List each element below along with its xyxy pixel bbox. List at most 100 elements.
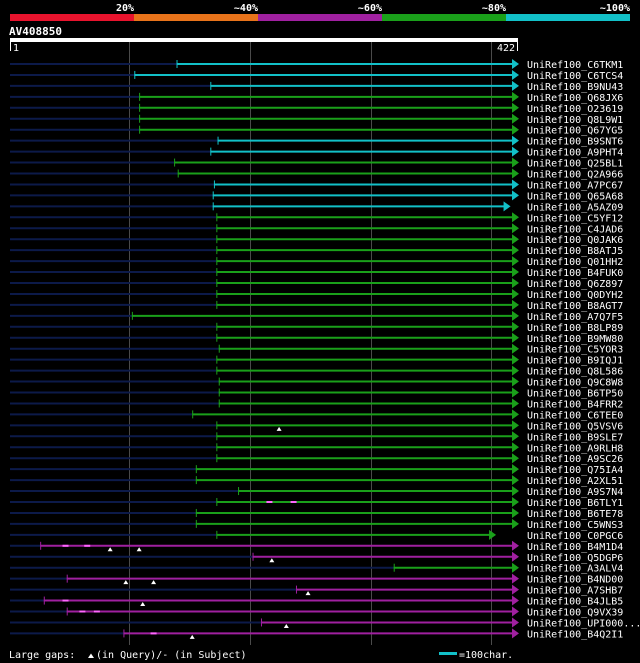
hit-row: UniRef100_A9SC26 [10, 453, 623, 465]
identity-scale-segment [10, 14, 134, 21]
hit-label: UniRef100_C5YF12 [527, 213, 623, 224]
identity-scale-tick-label: 20% [116, 3, 134, 14]
hit-label: UniRef100_B4M1D4 [527, 542, 623, 553]
hit-row: UniRef100_Q5VSV6 [10, 420, 623, 432]
hit-row: UniRef100_B8ATJ5 [10, 245, 623, 257]
hit-end-arrow [512, 102, 519, 113]
hit-row: UniRef100_C5WNS3 [10, 518, 623, 531]
hit-end-arrow [512, 540, 519, 551]
hit-end-arrow [512, 179, 519, 190]
hit-row: UniRef100_Q9VX39 [10, 606, 623, 619]
hit-end-arrow [512, 562, 519, 573]
hit-label: UniRef100_A7Q7F5 [527, 312, 623, 323]
hit-end-arrow [512, 91, 519, 102]
hit-row: UniRef100_B4Q2I1 [10, 628, 623, 640]
hit-row: UniRef100_Q2A966 [10, 168, 623, 181]
hit-label: UniRef100_C0PGC6 [527, 531, 623, 542]
hit-subject-gap-marker [266, 501, 273, 503]
hit-label: UniRef100_C6TKM1 [527, 60, 623, 71]
hit-row: UniRef100_B9MW80 [10, 332, 623, 345]
identity-scale-tick-label: ~100% [600, 3, 630, 14]
hit-label: UniRef100_Q8L586 [527, 367, 623, 378]
hit-label: UniRef100_Q25BL1 [527, 159, 623, 170]
hit-end-arrow [512, 551, 519, 562]
hit-end-arrow [512, 278, 519, 288]
hit-query-gap-marker [123, 580, 129, 585]
hit-query-gap-marker [136, 547, 142, 552]
hit-end-arrow [512, 431, 519, 442]
hit-end-arrow [512, 256, 519, 267]
hit-label: UniRef100_B6TE78 [527, 509, 623, 520]
hit-end-arrow [512, 387, 519, 398]
hit-end-arrow [512, 486, 519, 497]
hit-row: UniRef100_C5YF12 [10, 212, 623, 224]
hit-end-arrow [512, 212, 519, 223]
identity-scale-tick-label: ~80% [482, 3, 506, 14]
hit-label: UniRef100_A9PHT4 [527, 148, 623, 159]
legend-gaps-label-b: (in Query)/- (in Subject) [96, 650, 247, 661]
hit-label: UniRef100_B9MW80 [527, 334, 623, 345]
hit-end-arrow [512, 507, 519, 518]
hit-row: UniRef100_Q8L586 [10, 365, 623, 378]
legend-scale-label: =100char. [459, 650, 513, 661]
hit-label: UniRef100_Q65A68 [527, 191, 623, 202]
hit-row: UniRef100_C6TEE0 [10, 409, 623, 421]
hit-end-arrow [512, 299, 519, 310]
hit-end-arrow [512, 409, 519, 420]
hit-label: UniRef100_B4ND00 [527, 575, 623, 586]
hit-subject-gap-marker [150, 632, 157, 635]
hit-end-arrow [512, 267, 519, 278]
legend-query-gap-triangle [88, 653, 94, 658]
hit-row: UniRef100_B4ND00 [10, 573, 623, 586]
hit-end-arrow [512, 518, 519, 529]
hit-subject-gap-marker [79, 610, 86, 613]
hit-end-arrow [512, 475, 519, 486]
identity-scale-segment [382, 14, 506, 21]
hit-row: UniRef100_A7PC67 [10, 179, 623, 191]
hit-row: UniRef100_B9NU43 [10, 80, 623, 93]
hit-label: UniRef100_C6TEE0 [527, 410, 623, 421]
hit-row: UniRef100_A5AZ09 [10, 201, 623, 213]
hit-end-arrow [512, 135, 519, 146]
hit-end-arrow [512, 343, 519, 354]
hit-label: UniRef100_B4FUK0 [527, 268, 623, 279]
hit-label: UniRef100_A9S7N4 [527, 487, 623, 498]
hit-row: UniRef100_Q6Z897 [10, 278, 623, 290]
hit-end-arrow [503, 201, 511, 212]
hit-end-arrow [512, 59, 519, 69]
hit-end-arrow [512, 310, 519, 321]
hit-label: UniRef100_Q0DYH2 [527, 290, 623, 301]
hit-subject-gap-marker [62, 544, 69, 547]
hit-end-arrow [512, 168, 519, 179]
hit-label: UniRef100_Q01HH2 [527, 257, 623, 268]
grid-lines [129, 42, 492, 645]
hit-row: UniRef100_Q01HH2 [10, 256, 623, 268]
hit-end-arrow [512, 453, 519, 464]
hit-row: UniRef100_B4FRR2 [10, 398, 623, 410]
hit-row: UniRef100_B6TP50 [10, 387, 623, 400]
hit-end-arrow [512, 497, 519, 507]
hit-end-arrow [512, 442, 519, 453]
hit-row: UniRef100_O23619 [10, 102, 623, 115]
hit-row: UniRef100_Q67YG5 [10, 124, 623, 137]
hit-row: UniRef100_B6TE78 [10, 507, 623, 520]
hit-label: UniRef100_B8ATJ5 [527, 246, 623, 257]
hit-label: UniRef100_UPI000... [527, 618, 640, 629]
hit-row: UniRef100_A3ALV4 [10, 562, 623, 575]
hit-row: UniRef100_C5YOR3 [10, 343, 623, 356]
hit-end-arrow [512, 464, 519, 475]
hit-label: UniRef100_B8LP89 [527, 323, 623, 334]
hit-end-arrow [489, 529, 497, 540]
query-end-label: 422 [497, 43, 515, 54]
hit-row: UniRef100_B4JLB5 [10, 595, 623, 608]
hit-label: UniRef100_A3ALV4 [527, 564, 623, 575]
hit-row: UniRef100_A7SHB7 [10, 584, 623, 597]
hit-end-arrow [512, 584, 519, 595]
hit-row: UniRef100_C4JAD6 [10, 223, 623, 235]
hit-end-arrow [512, 354, 519, 365]
hit-row: UniRef100_A2XL51 [10, 475, 623, 487]
hit-row: UniRef100_Q75IA4 [10, 464, 623, 476]
hit-end-arrow [512, 376, 519, 387]
hit-label: UniRef100_Q0JAK6 [527, 235, 623, 246]
hit-end-arrow [512, 190, 519, 201]
